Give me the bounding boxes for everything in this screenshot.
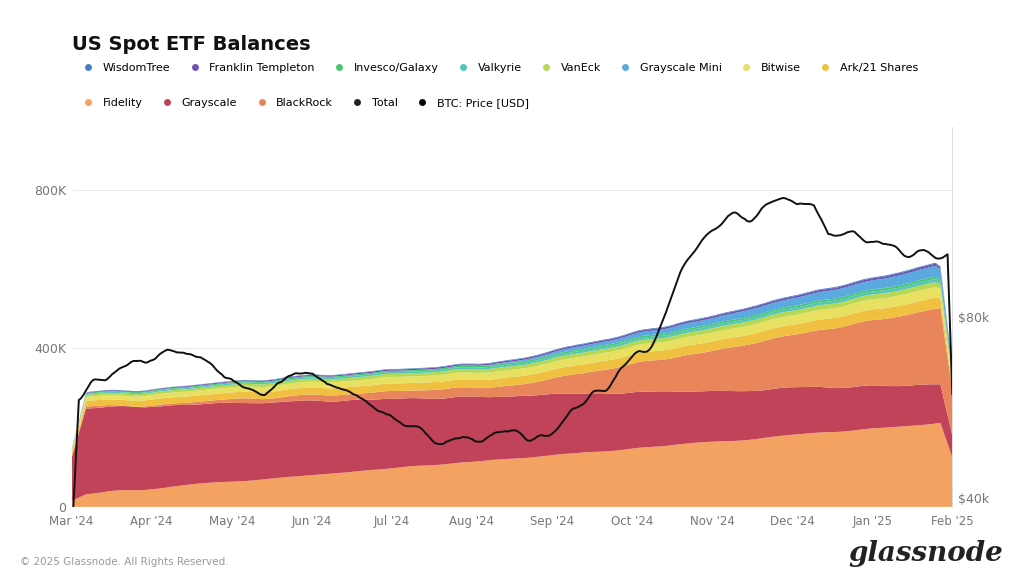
Text: US Spot ETF Balances: US Spot ETF Balances bbox=[72, 35, 310, 54]
Text: © 2025 Glassnode. All Rights Reserved.: © 2025 Glassnode. All Rights Reserved. bbox=[20, 558, 229, 567]
Text: glassnode: glassnode bbox=[849, 540, 1004, 567]
Legend: WisdomTree, Franklin Templeton, Invesco/Galaxy, Valkyrie, VanEck, Grayscale Mini: WisdomTree, Franklin Templeton, Invesco/… bbox=[77, 63, 918, 73]
Legend: Fidelity, Grayscale, BlackRock, Total, BTC: Price [USD]: Fidelity, Grayscale, BlackRock, Total, B… bbox=[77, 98, 528, 108]
